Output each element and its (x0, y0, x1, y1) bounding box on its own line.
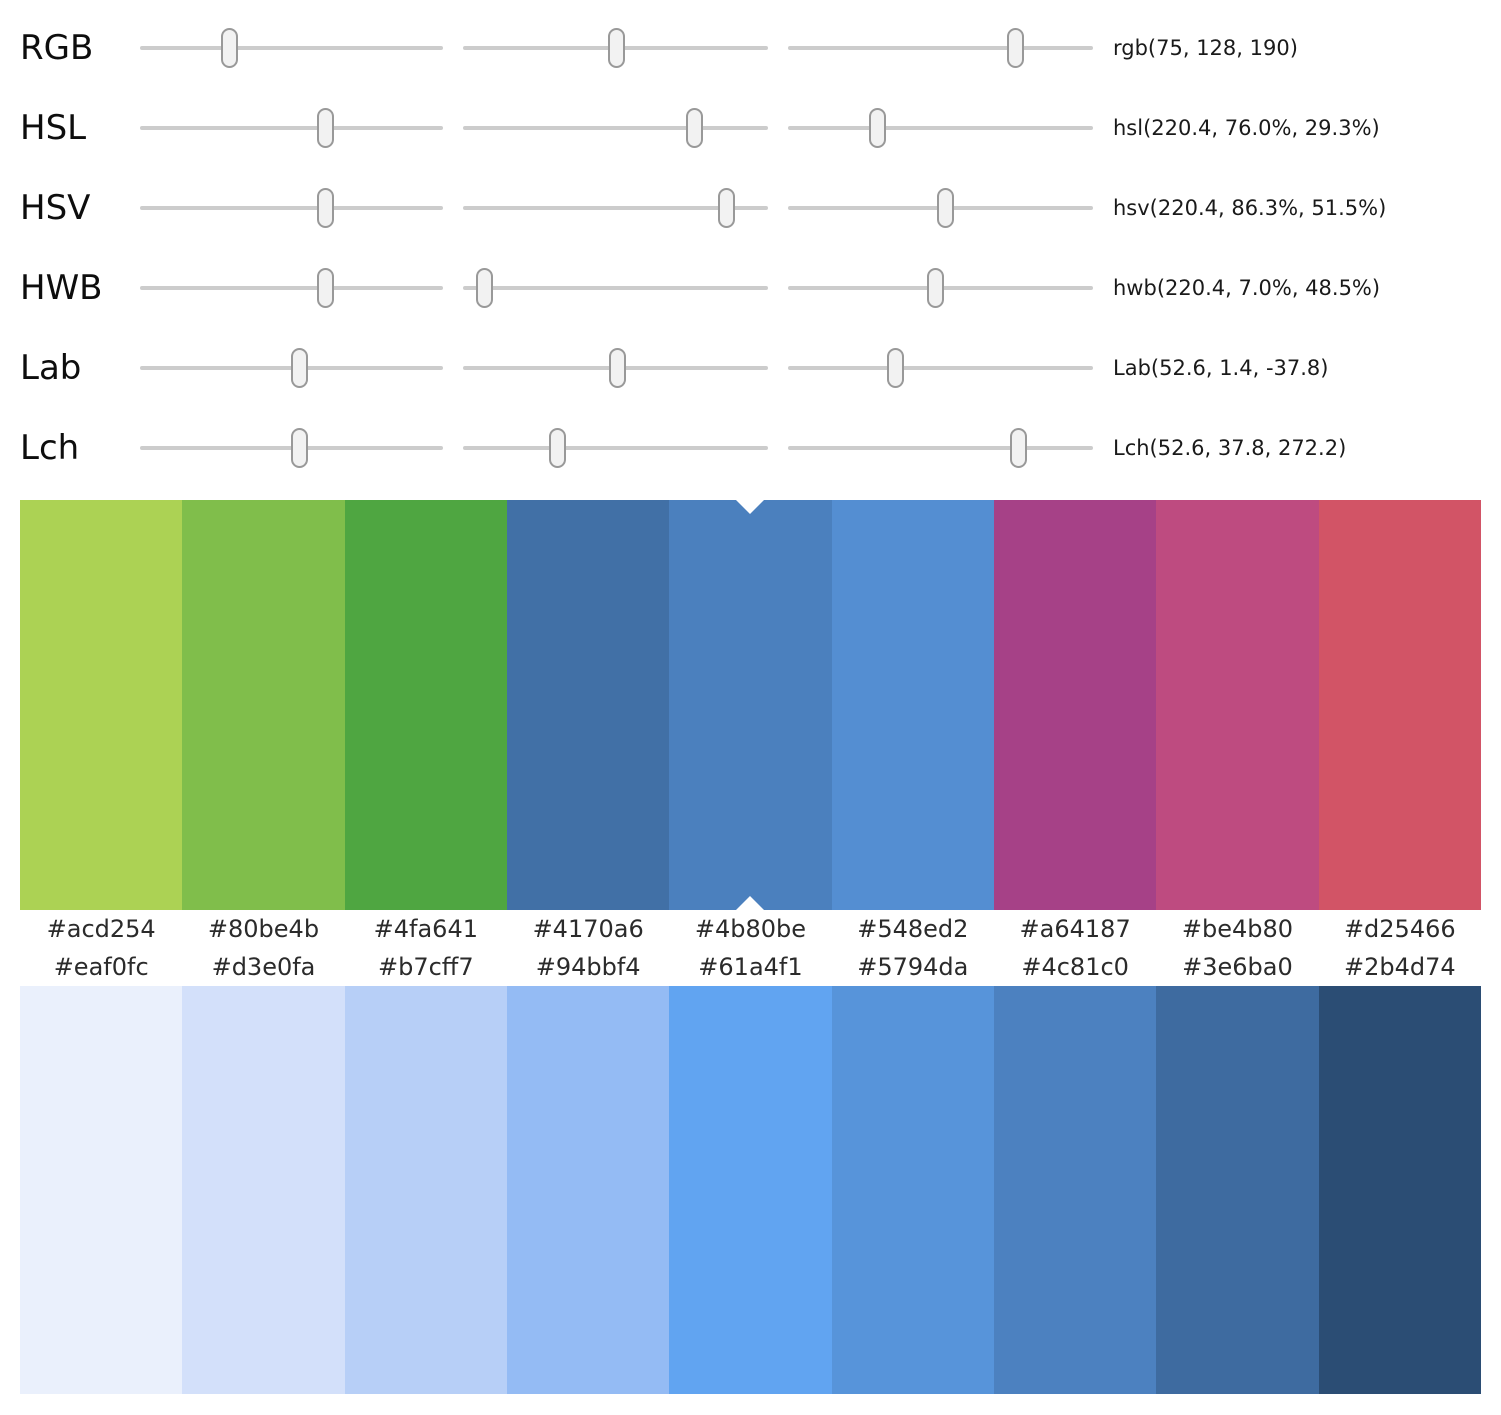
slider-row-value-rgb: rgb(75, 128, 190) (1113, 36, 1298, 60)
hex-labels-bottom: #eaf0fc #d3e0fa #b7cff7 #94bbf4 #61a4f1 #5794… (20, 948, 1481, 986)
hex-label-4170a6: #4170a6 (532, 915, 644, 943)
hex-label-548ed2: #548ed2 (857, 915, 969, 943)
hex-label-be4b80: #be4b80 (1181, 915, 1294, 943)
hsv-s-slider-handle[interactable] (717, 188, 735, 228)
selected-swatch-marker-bottom (736, 896, 765, 910)
hex-label-5794da: #5794da (857, 953, 969, 981)
hex-label-94bbf4: #94bbf4 (535, 953, 641, 981)
color-swatch-4c81c0[interactable] (993, 986, 1157, 1394)
color-swatch-61a4f1[interactable] (669, 986, 832, 1394)
hex-label-2b4d74: #2b4d74 (1343, 953, 1456, 981)
hwb-w-slider-track[interactable] (463, 265, 768, 311)
slider-row-value-hsv: hsv(220.4, 86.3%, 51.5%) (1113, 196, 1387, 220)
color-swatch-2b4d74[interactable] (1318, 986, 1481, 1394)
lch-h-slider-track[interactable] (788, 425, 1093, 471)
hsv-s-slider-track[interactable] (463, 185, 768, 231)
hwb-h-slider-track[interactable] (140, 265, 443, 311)
hsl-l-slider-handle[interactable] (868, 108, 886, 148)
hex-label-d25466: #d25466 (1343, 915, 1456, 943)
rgb-b-slider-track[interactable] (788, 25, 1093, 71)
color-swatch-4170a6[interactable] (506, 500, 670, 910)
palette-top (20, 500, 1481, 910)
lch-l-slider-track[interactable] (140, 425, 443, 471)
hwb-w-slider-handle[interactable] (475, 268, 493, 308)
lch-h-slider-handle[interactable] (1010, 428, 1028, 468)
color-swatch-94bbf4[interactable] (506, 986, 670, 1394)
hsv-v-slider-handle[interactable] (936, 188, 954, 228)
slider-row-value-lab: Lab(52.6, 1.4, -37.8) (1113, 356, 1329, 380)
slider-row-value-hsl: hsl(220.4, 76.0%, 29.3%) (1113, 116, 1380, 140)
lab-l-slider-track[interactable] (140, 345, 443, 391)
slider-row-label-hsl: HSL (20, 108, 87, 148)
lch-l-slider-handle[interactable] (290, 428, 308, 468)
color-swatch-d25466[interactable] (1318, 500, 1481, 910)
hex-label-b7cff7: #b7cff7 (378, 953, 474, 981)
slider-row-value-lch: Lch(52.6, 37.8, 272.2) (1113, 436, 1347, 460)
color-swatch-d3e0fa[interactable] (182, 986, 345, 1394)
slider-row-lab: Lab Lab(52.6, 1.4, -37.8) (0, 328, 1501, 408)
hex-label-80be4b: #80be4b (207, 915, 320, 943)
lab-a-slider-track[interactable] (463, 345, 768, 391)
hsl-l-slider-track[interactable] (788, 105, 1093, 151)
slider-row-label-lch: Lch (20, 428, 80, 468)
rgb-b-slider-handle[interactable] (1006, 28, 1024, 68)
rgb-g-slider-track[interactable] (463, 25, 768, 71)
selected-swatch-marker-top (736, 500, 765, 514)
hwb-b-slider-handle[interactable] (927, 268, 945, 308)
rgb-g-slider-handle[interactable] (607, 28, 625, 68)
hex-label-61a4f1: #61a4f1 (698, 953, 803, 981)
hsv-h-slider-track[interactable] (140, 185, 443, 231)
hsv-h-slider-handle[interactable] (316, 188, 334, 228)
slider-row-value-hwb: hwb(220.4, 7.0%, 48.5%) (1113, 276, 1381, 300)
slider-row-rgb: RGB rgb(75, 128, 190) (0, 8, 1501, 88)
color-swatch-4b80be[interactable] (669, 500, 832, 910)
hex-label-a64187: #a64187 (1019, 915, 1131, 943)
hex-label-4c81c0: #4c81c0 (1021, 953, 1129, 981)
hex-label-4b80be: #4b80be (694, 915, 807, 943)
hsv-v-slider-track[interactable] (788, 185, 1093, 231)
slider-row-label-hwb: HWB (20, 268, 103, 308)
lch-c-slider-track[interactable] (463, 425, 768, 471)
slider-row-label-lab: Lab (20, 348, 82, 388)
lch-c-slider-handle[interactable] (549, 428, 567, 468)
slider-row-label-hsv: HSV (20, 188, 91, 228)
lab-l-slider-handle[interactable] (290, 348, 308, 388)
hsl-h-slider-handle[interactable] (316, 108, 334, 148)
slider-row-hwb: HWB hwb(220.4, 7.0%, 48.5%) (0, 248, 1501, 328)
hex-labels-top: #acd254 #80be4b #4fa641 #4170a6 #4b80be #548e… (20, 910, 1481, 948)
hsl-s-slider-track[interactable] (463, 105, 768, 151)
color-swatch-eaf0fc[interactable] (20, 986, 183, 1394)
hsl-s-slider-handle[interactable] (686, 108, 704, 148)
color-swatch-acd254[interactable] (20, 500, 183, 910)
hwb-b-slider-track[interactable] (788, 265, 1093, 311)
color-swatch-548ed2[interactable] (831, 500, 994, 910)
hex-label-3e6ba0: #3e6ba0 (1182, 953, 1293, 981)
slider-row-hsl: HSL hsl(220.4, 76.0%, 29.3%) (0, 88, 1501, 168)
slider-row-lch: Lch Lch(52.6, 37.8, 272.2) (0, 408, 1501, 488)
lab-a-slider-handle[interactable] (609, 348, 627, 388)
color-swatch-b7cff7[interactable] (344, 986, 507, 1394)
color-swatch-5794da[interactable] (831, 986, 994, 1394)
rgb-r-slider-track[interactable] (140, 25, 443, 71)
lab-b-slider-handle[interactable] (887, 348, 905, 388)
lab-b-slider-track[interactable] (788, 345, 1093, 391)
color-swatch-80be4b[interactable] (182, 500, 345, 910)
hex-label-4fa641: #4fa641 (373, 915, 478, 943)
color-swatch-4fa641[interactable] (344, 500, 507, 910)
color-swatch-a64187[interactable] (993, 500, 1157, 910)
slider-row-hsv: HSV hsv(220.4, 86.3%, 51.5%) (0, 168, 1501, 248)
hex-label-d3e0fa: #d3e0fa (211, 953, 316, 981)
slider-row-label-rgb: RGB (20, 28, 94, 68)
hex-label-eaf0fc: #eaf0fc (53, 953, 149, 981)
hwb-h-slider-handle[interactable] (316, 268, 334, 308)
hsl-h-slider-track[interactable] (140, 105, 443, 151)
hex-label-acd254: #acd254 (46, 915, 156, 943)
slider-section: RGB rgb(75, 128, 190) HSL hsl(220.4, 76.0%,… (0, 0, 1501, 488)
palette-bottom (20, 986, 1481, 1394)
rgb-r-slider-handle[interactable] (220, 28, 238, 68)
color-swatch-be4b80[interactable] (1156, 500, 1319, 910)
color-swatch-3e6ba0[interactable] (1156, 986, 1319, 1394)
